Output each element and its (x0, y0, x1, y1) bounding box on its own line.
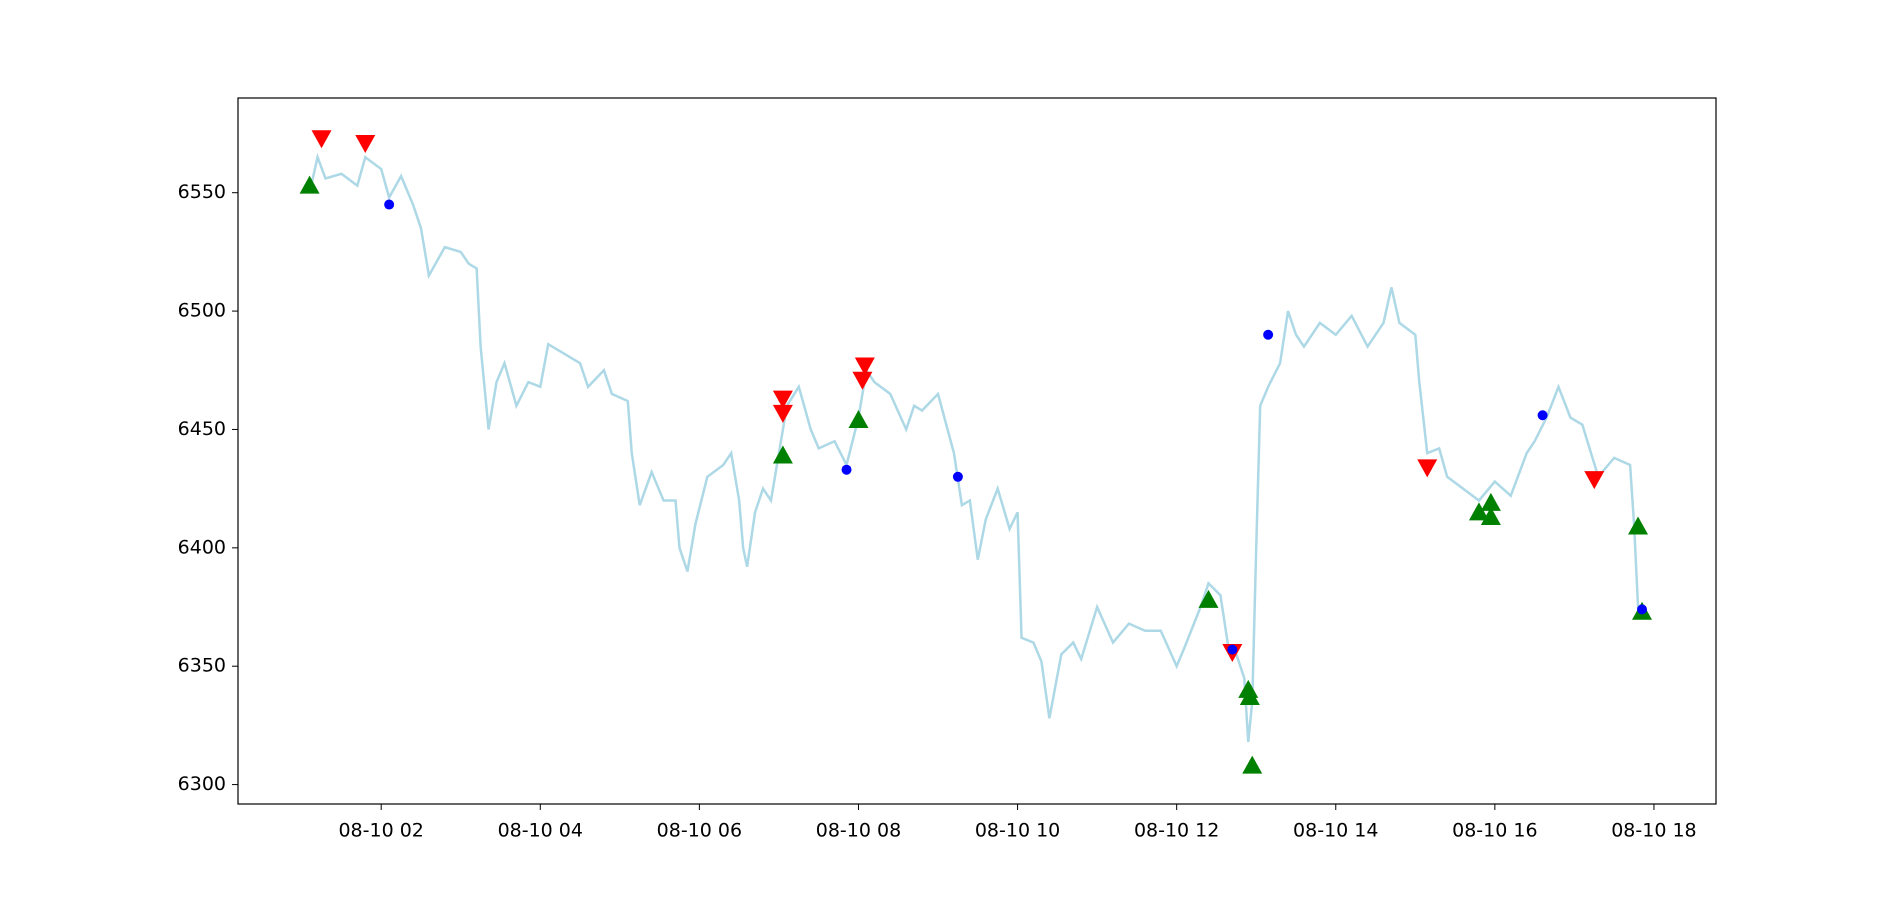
sell-marker (311, 130, 332, 149)
buy-marker (1628, 516, 1649, 535)
sell-marker (772, 404, 793, 423)
sell-marker (355, 134, 376, 153)
dot-marker (1537, 410, 1548, 421)
sell-marker (1417, 459, 1438, 478)
y-tick-label: 6400 (178, 536, 226, 558)
x-tick-label: 08-10 16 (1452, 820, 1537, 842)
buy-marker (1480, 507, 1501, 526)
buy-marker (848, 409, 869, 428)
dot-marker (384, 199, 395, 210)
sell-marker (772, 390, 793, 409)
dot-marker (1227, 644, 1238, 655)
y-tick-label: 6550 (178, 181, 226, 203)
y-tick-label: 6300 (178, 773, 226, 795)
x-tick-label: 08-10 14 (1293, 820, 1378, 842)
y-tick-label: 6500 (178, 300, 226, 322)
x-tick-label: 08-10 08 (816, 820, 901, 842)
x-tick-label: 08-10 18 (1611, 820, 1696, 842)
x-tick-label: 08-10 02 (338, 820, 423, 842)
buy-marker (1480, 492, 1501, 511)
buy-marker (1198, 589, 1219, 608)
buy-marker (1239, 686, 1260, 705)
plot-frame (237, 97, 1717, 805)
dot-marker (952, 471, 963, 482)
dot-marker (1263, 329, 1274, 340)
sell-marker (1584, 471, 1605, 490)
buy-marker (1242, 755, 1263, 774)
y-tick-label: 6350 (178, 655, 226, 677)
x-tick-label: 08-10 12 (1134, 820, 1219, 842)
dot-marker (841, 464, 852, 475)
sell-marker (852, 371, 873, 390)
x-tick-label: 08-10 10 (975, 820, 1060, 842)
buy-marker (1468, 502, 1489, 521)
x-tick-label: 08-10 04 (498, 820, 583, 842)
price-line (308, 152, 1644, 743)
buy-marker (772, 445, 793, 464)
sell-marker (854, 357, 875, 376)
dot-marker (1637, 604, 1648, 615)
y-tick-label: 6450 (178, 418, 226, 440)
x-tick-label: 08-10 06 (657, 820, 742, 842)
buy-marker (299, 175, 320, 194)
